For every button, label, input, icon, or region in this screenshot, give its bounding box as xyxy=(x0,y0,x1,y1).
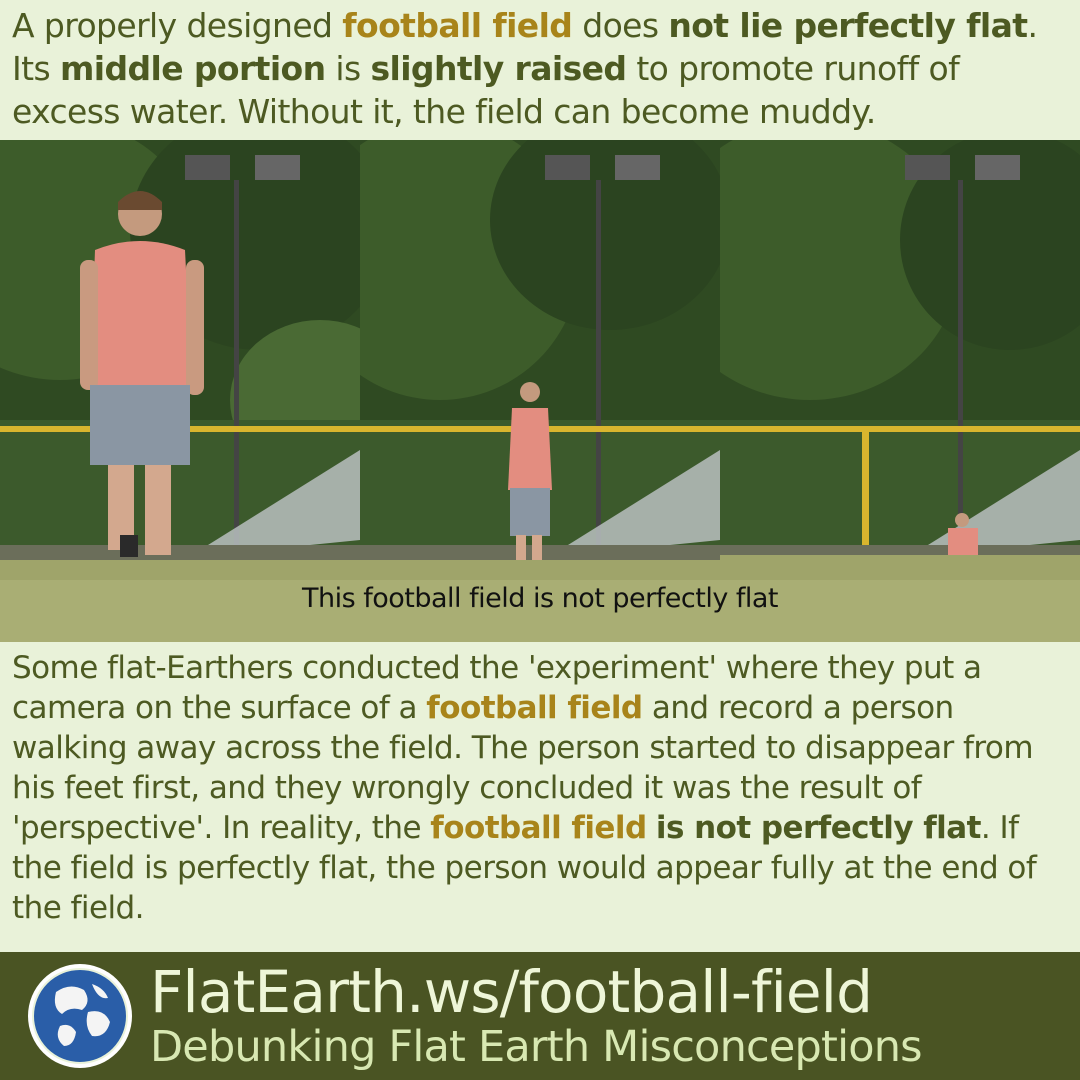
intro-highlight-football-field: football field xyxy=(342,6,573,45)
body-text-1: Some flat-Earthers conducted the 'experi… xyxy=(12,650,982,726)
body-highlight-football-field-2: football field xyxy=(430,810,647,846)
intro-text-2: does xyxy=(572,6,669,45)
photo-panel-near xyxy=(0,140,360,642)
intro-text-4: is xyxy=(325,49,371,88)
photo-panel-far xyxy=(720,140,1080,642)
photo-strip: This football field is not perfectly fla… xyxy=(0,140,1080,642)
body-text-3 xyxy=(647,810,656,846)
footer-tagline: Debunking Flat Earth Misconceptions xyxy=(150,1022,923,1072)
intro-paragraph: A properly designed football field does … xyxy=(12,4,1072,133)
photo-caption: This football field is not perfectly fla… xyxy=(301,583,779,614)
photo-panel-middle xyxy=(360,140,720,642)
footer-url[interactable]: FlatEarth.ws/football-field xyxy=(150,958,873,1026)
intro-highlight-slightly-raised: slightly raised xyxy=(370,49,627,88)
body-paragraph: Some flat-Earthers conducted the 'experi… xyxy=(12,648,1072,928)
intro-text-1: A properly designed xyxy=(12,6,343,45)
intro-text-5: to promote runoff of excess water. Witho… xyxy=(12,49,960,131)
body-text-4: . If the field is perfectly flat, the pe… xyxy=(12,810,1037,926)
intro-text-3: . Its xyxy=(12,6,1038,88)
body-text-2: and record a person walking away across … xyxy=(12,690,1034,846)
body-highlight-not-flat: is not perfectly flat xyxy=(655,810,982,846)
footer-banner: FlatEarth.ws/football-field Debunking Fl… xyxy=(0,952,1080,1080)
intro-highlight-middle-portion: middle portion xyxy=(59,49,326,88)
intro-highlight-not-flat: not lie perfectly flat xyxy=(668,6,1028,45)
body-highlight-football-field-1: football field xyxy=(426,690,643,726)
globe-logo-icon xyxy=(26,962,134,1070)
